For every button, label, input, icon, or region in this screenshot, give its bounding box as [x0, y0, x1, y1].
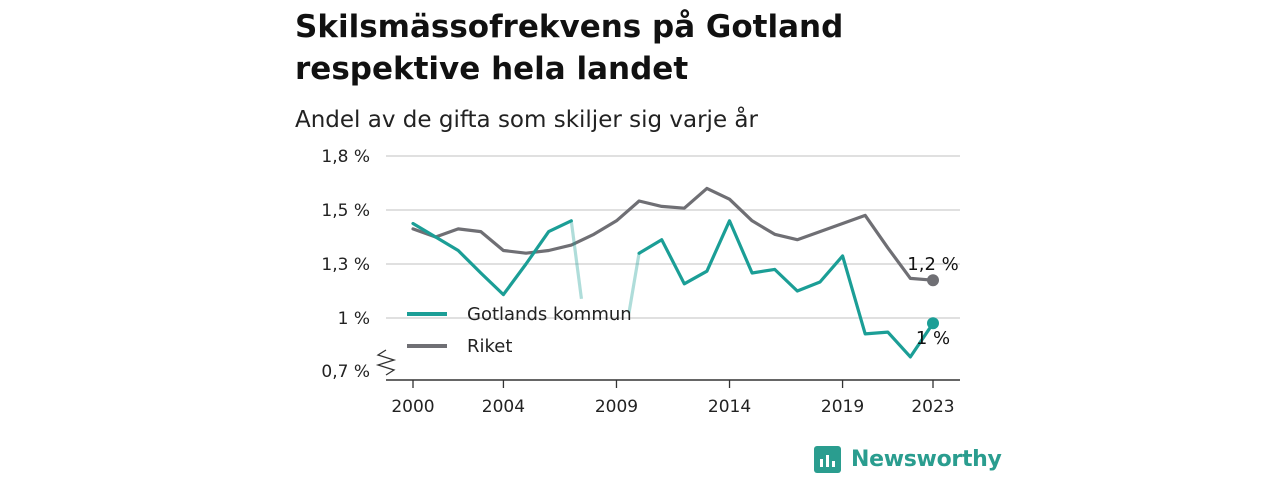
- x-tick-label: 2000: [391, 397, 434, 417]
- series-line: [411, 219, 573, 297]
- series-line: [411, 186, 935, 282]
- brand-logo: Newsworthy: [814, 446, 1002, 473]
- end-labels: 1,2 % 1 %: [907, 254, 958, 349]
- brand-name: Newsworthy: [851, 447, 1002, 472]
- x-tick-label: 2014: [708, 397, 751, 417]
- y-tick-label: 1 %: [338, 309, 370, 329]
- y-tick-label: 1,5 %: [321, 201, 370, 221]
- x-tick-label: 2004: [482, 397, 525, 417]
- series-gap-stub: [627, 252, 641, 314]
- legend-label: Gotlands kommun: [467, 304, 632, 325]
- y-axis: 1,8 % 1,5 % 1,3 % 1 % 0,7 %: [321, 147, 397, 382]
- series-line: [637, 219, 935, 359]
- series-gap-stub: [569, 220, 584, 300]
- legend-label: Riket: [467, 336, 512, 357]
- x-tick-label: 2019: [821, 397, 864, 417]
- axis-break-icon: [375, 349, 397, 376]
- end-label-riket: 1,2 %: [907, 254, 958, 275]
- legend: Gotlands kommun Riket: [407, 304, 632, 357]
- bar-chart-icon: [814, 446, 841, 473]
- end-label-gotland: 1 %: [916, 328, 950, 349]
- x-axis: 2000 2004 2009 2014 2019 2023: [386, 379, 960, 417]
- y-tick-label: 1,3 %: [321, 255, 370, 275]
- x-tick-label: 2009: [595, 397, 638, 417]
- chart-subtitle: Andel av de gifta som skiljer sig varje …: [295, 107, 758, 133]
- series-lines: [411, 186, 939, 359]
- series-end-point: [927, 317, 939, 330]
- grid: [386, 155, 960, 319]
- chart-title: Skilsmässofrekvens på Gotland respektive…: [295, 9, 844, 87]
- y-tick-label: 0,7 %: [321, 362, 370, 382]
- x-tick-label: 2023: [911, 397, 954, 417]
- y-tick-label: 1,8 %: [321, 147, 370, 167]
- series-end-point: [927, 274, 939, 287]
